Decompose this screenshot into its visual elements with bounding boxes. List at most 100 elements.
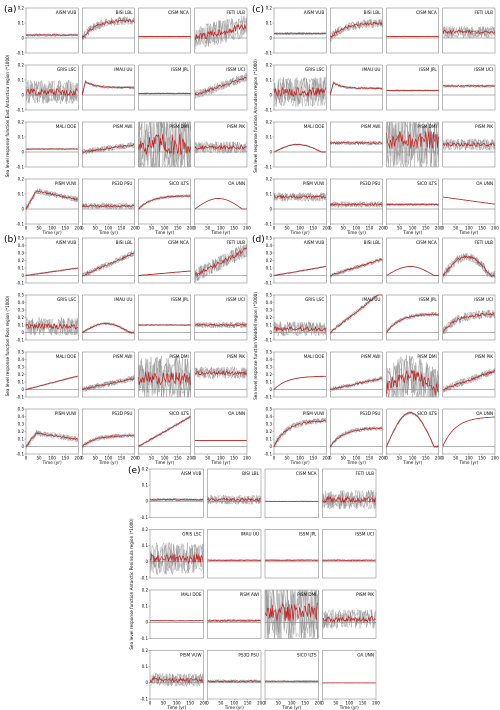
- x-tick-label: 150: [478, 456, 486, 461]
- x-tick-label: 100: [230, 701, 238, 706]
- subplot-model-label: OA UNN: [228, 411, 245, 416]
- y-axis-title: Sea level response function Ross region …: [5, 295, 10, 396]
- ensemble-member-line: [207, 679, 262, 684]
- ensemble-member-line: [82, 17, 135, 40]
- y-tick-label: 0: [21, 273, 24, 278]
- subplot-mali-doe: MALI DOE -0.1 0 0.1 0.2: [140, 587, 204, 641]
- subplot-imau-uu: IMAU UU: [330, 294, 383, 341]
- y-tick-label: 0.4: [18, 414, 25, 419]
- x-tick-label: 100: [217, 226, 225, 231]
- ensemble-member-line: [25, 80, 79, 104]
- x-axis-title: Time (yr): [458, 460, 478, 465]
- x-tick-label: 200: [435, 226, 443, 231]
- y-tick-label: 0.4: [18, 243, 25, 248]
- x-axis-title: Time (yr): [458, 230, 478, 235]
- ensemble-member-line: [207, 494, 262, 505]
- y-tick-label: 0.2: [18, 119, 25, 124]
- subplot-model-label: PISM PIK: [227, 354, 245, 359]
- x-tick-label: 150: [186, 701, 194, 706]
- subplot-model-label: ISSM JPL: [171, 297, 189, 302]
- ensemble-mean-line: [322, 615, 376, 623]
- subplot-model-label: PS3D PSU: [360, 181, 381, 186]
- y-tick-label: 0.1: [142, 482, 149, 487]
- subplot-feti-ulb: FETI ULB: [194, 237, 248, 284]
- y-tick-label: 0: [269, 206, 272, 211]
- y-tick-label: 0.1: [266, 134, 273, 139]
- ensemble-member-line: [330, 426, 383, 445]
- y-tick-label: 0.3: [18, 421, 25, 426]
- subplot-pism-awi: PISM AWI: [330, 351, 383, 398]
- subplot-bisi-lbl: BISI LBL: [81, 7, 135, 54]
- subplot-frame: [264, 468, 319, 518]
- ensemble-member-line: [322, 490, 377, 510]
- subplot-feti-ulb: FETI ULB: [322, 468, 377, 518]
- ensemble-member-line: [82, 142, 135, 155]
- subplot-model-label: BISI LBL: [364, 10, 382, 15]
- y-tick-label: 0.3: [266, 250, 273, 255]
- x-axis-title: Time (yr): [166, 705, 186, 710]
- y-tick-label: 0.5: [18, 349, 25, 354]
- y-tick-label: 0: [21, 330, 24, 335]
- subplot-pism-dmi: PISM DMI: [138, 121, 191, 168]
- x-tick-label: 150: [301, 701, 309, 706]
- ensemble-mean-line: [25, 322, 78, 331]
- y-tick-label: 0.5: [18, 406, 25, 411]
- x-tick-label: 0: [321, 701, 324, 706]
- subplot-model-label: MALI DOE: [56, 354, 77, 359]
- subplot-mali-doe: MALI DOE -0.1 0 0.1 0.2: [16, 119, 79, 169]
- subplot-model-label: PISM PIK: [475, 124, 493, 129]
- ensemble-member-line: [82, 16, 135, 40]
- ensemble-member-line: [25, 317, 79, 336]
- subplot-model-label: GRIS LSC: [57, 297, 76, 302]
- ensemble-member-line: [138, 355, 191, 398]
- subplot-oa-unn: OA UNN 0 50 100 150 200 Time (yr): [193, 408, 251, 465]
- y-tick-label: 0: [269, 35, 272, 40]
- x-tick-label: 200: [74, 226, 82, 231]
- y-tick-label: -0.1: [264, 50, 272, 55]
- x-tick-label: 0: [385, 456, 388, 461]
- ensemble-mean-line: [442, 141, 495, 148]
- y-tick-label: 0.3: [266, 421, 273, 426]
- subplot-model-label: ISSM UCI: [226, 67, 245, 72]
- subplot-model-label: BISI LBL: [116, 10, 134, 15]
- ensemble-mean-line: [442, 29, 495, 35]
- ensemble-member-line: [207, 494, 262, 505]
- subplot-frame: [149, 650, 204, 700]
- x-axis-title: Time (yr): [98, 460, 118, 465]
- ensemble-mean-line: [386, 313, 439, 334]
- x-tick-label: 50: [333, 701, 339, 706]
- subplot-model-label: CISM NCA: [296, 471, 317, 476]
- subplot-model-label: AISM VUB: [304, 10, 325, 15]
- ensemble-member-line: [330, 82, 383, 96]
- subplot-bisi-lbl: BISI LBL: [330, 237, 383, 284]
- ensemble-member-line: [194, 18, 248, 47]
- x-tick-label: 50: [397, 226, 403, 231]
- subplot-pism-pik: PISM PIK: [322, 589, 377, 639]
- x-tick-label: 0: [273, 456, 276, 461]
- subplot-aism-vub: AISM VUB -0.1 0 0.1 0.2 0.3 0.4 0.5: [264, 235, 327, 285]
- subplot-model-label: PISM PIK: [475, 354, 493, 359]
- y-tick-label: 0: [21, 35, 24, 40]
- y-tick-label: 0.2: [266, 372, 273, 377]
- ensemble-mean-line: [330, 21, 383, 38]
- y-tick-label: -0.1: [16, 107, 24, 112]
- y-tick-label: 0.5: [266, 349, 273, 354]
- subplot-frame: [330, 121, 383, 168]
- ensemble-mean-line: [138, 195, 191, 210]
- ensemble-mean-line: [82, 204, 135, 208]
- ensemble-member-line: [264, 589, 319, 639]
- y-tick-label: -0.1: [140, 515, 148, 520]
- y-tick-label: 0.5: [266, 235, 273, 240]
- ensemble-mean-line: [264, 602, 319, 622]
- x-tick-label: 150: [366, 226, 374, 231]
- ensemble-mean-line: [386, 266, 439, 276]
- subplot-frame: [386, 64, 439, 111]
- subplot-imau-uu: IMAU UU: [81, 64, 135, 111]
- subplot-cism-nca: CISM NCA: [264, 468, 319, 518]
- subplot-pism-vuw: PISM VUW-0.100.10.20.30.40.50 50 100 150 200…: [264, 406, 330, 465]
- x-tick-label: 150: [61, 226, 69, 231]
- y-tick-label: 0.1: [266, 191, 273, 196]
- panel-tag: (e): [128, 466, 141, 476]
- x-axis-title: Time (yr): [402, 230, 422, 235]
- ensemble-mean-line: [274, 143, 326, 153]
